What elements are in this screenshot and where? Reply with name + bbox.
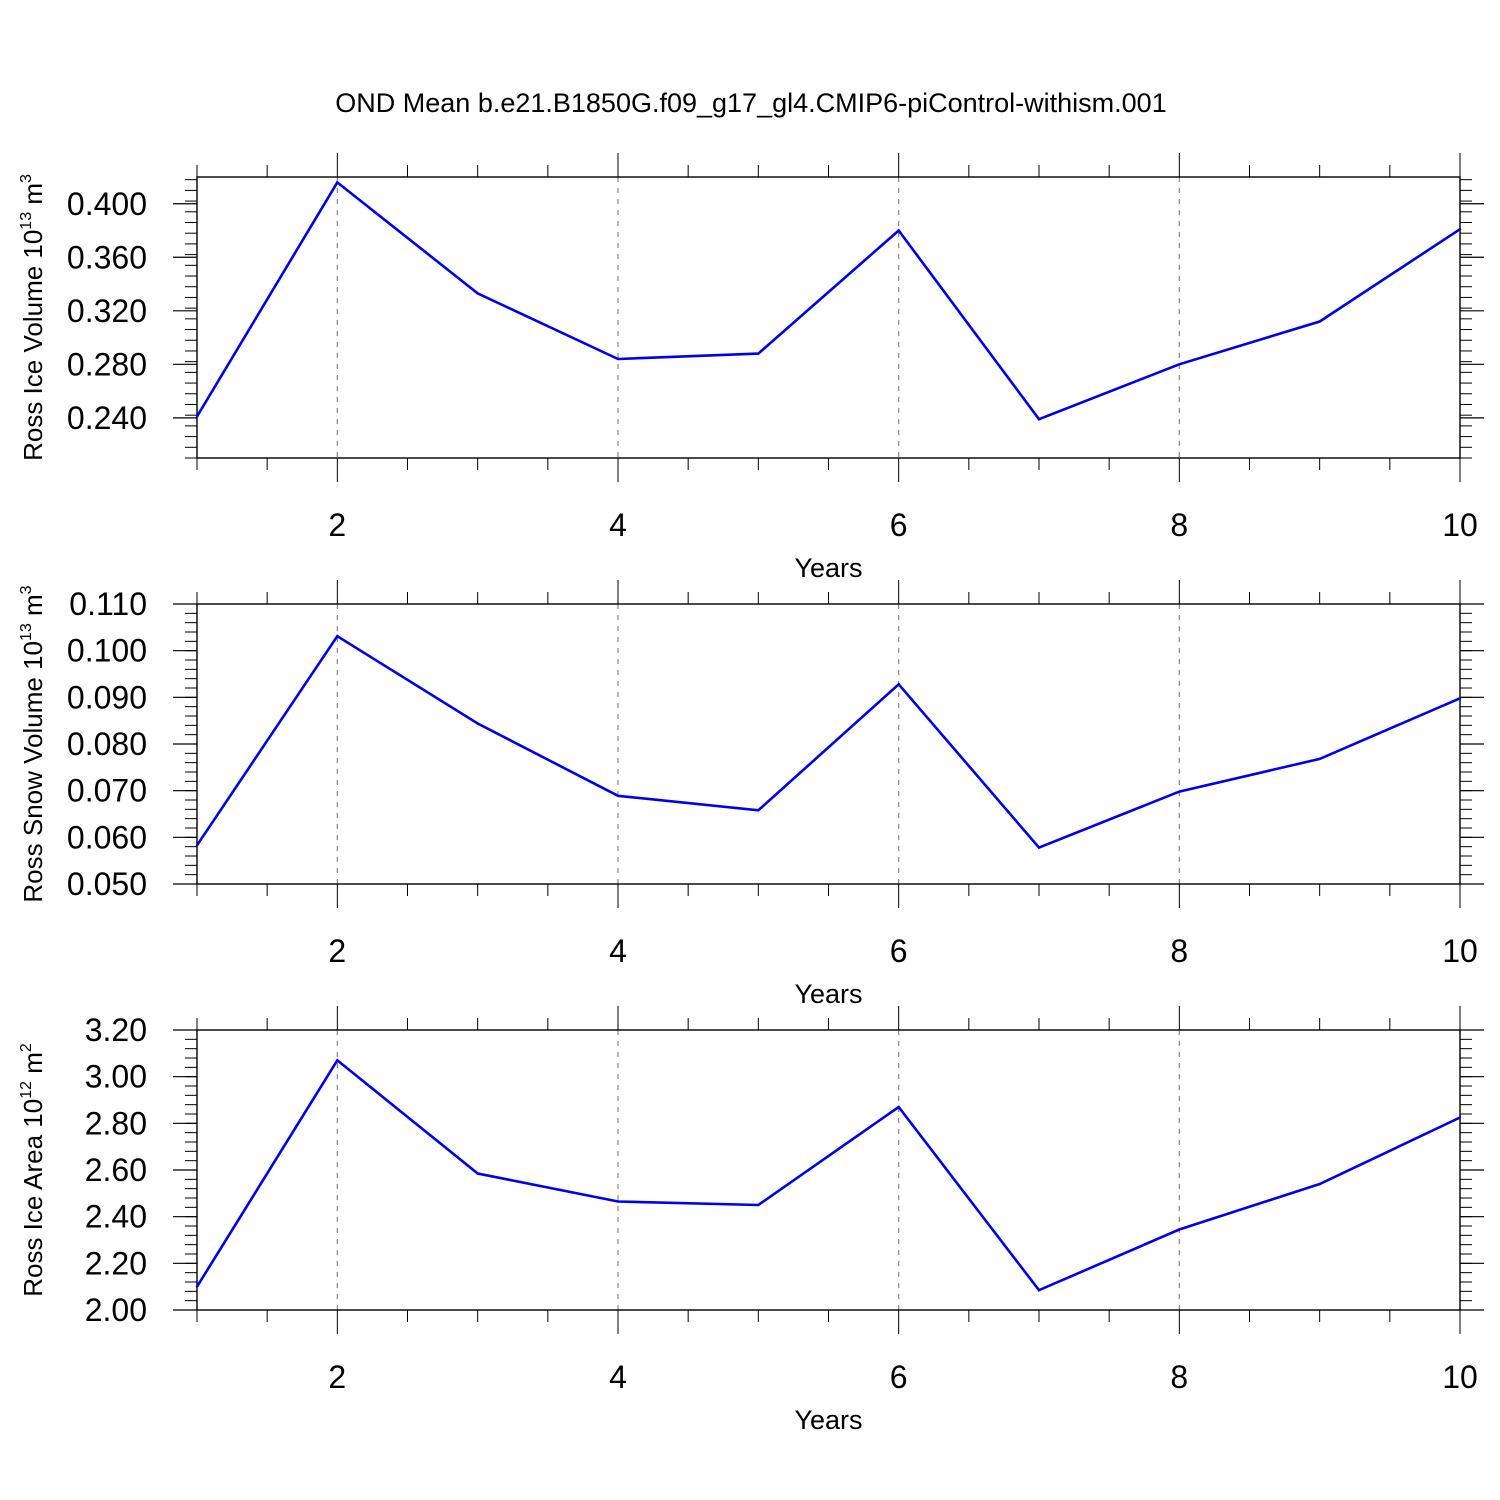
data-point bbox=[336, 181, 339, 184]
x-tick-label: 4 bbox=[609, 933, 627, 969]
y-tick-label: 0.360 bbox=[67, 239, 147, 275]
data-point bbox=[1178, 363, 1181, 366]
y-tick-label: 0.090 bbox=[67, 679, 147, 715]
y-tick-label: 2.60 bbox=[85, 1152, 147, 1188]
y-tick-label: 0.320 bbox=[67, 293, 147, 329]
y-tick-label: 3.00 bbox=[85, 1059, 147, 1095]
data-point bbox=[1458, 1116, 1462, 1119]
data-point bbox=[1458, 697, 1462, 700]
chart-panels: 0.240 0.280 0.320 0.360 0.400 2 4 6 8 10 Years Ross… bbox=[18, 153, 1484, 1435]
data-point bbox=[195, 415, 199, 418]
plot-frame bbox=[196, 176, 1461, 459]
x-tick-label: 6 bbox=[890, 1359, 908, 1395]
x-tick-label: 6 bbox=[890, 933, 908, 969]
y-tick-label: 0.400 bbox=[67, 186, 147, 222]
figure-title: OND Mean b.e21.B1850G.f09_g17_gl4.CMIP6-… bbox=[335, 88, 1166, 118]
chart-panel-3: 2.00 2.20 2.40 2.60 2.80 3.00 3.20 2 4 6 8 10 Years R… bbox=[18, 1006, 1484, 1435]
x-axis-label: Years bbox=[794, 979, 862, 1009]
x-tick-label: 8 bbox=[1170, 1359, 1188, 1395]
x-tick-label: 2 bbox=[328, 507, 346, 543]
y-axis-label: Ross Snow Volume 1013 m3 bbox=[18, 585, 48, 902]
y-tick-label: 2.80 bbox=[85, 1105, 147, 1141]
y-tick-label: 0.240 bbox=[67, 400, 147, 436]
y-tick-label: 0.070 bbox=[67, 773, 147, 809]
data-point bbox=[336, 635, 339, 638]
x-tick-label: 8 bbox=[1170, 507, 1188, 543]
data-point bbox=[476, 722, 479, 725]
data-point bbox=[1458, 227, 1462, 231]
x-tick-label: 10 bbox=[1442, 1359, 1478, 1395]
series-line bbox=[195, 634, 1461, 850]
x-tick-label: 6 bbox=[890, 507, 908, 543]
data-point bbox=[616, 794, 620, 797]
series-line bbox=[195, 1058, 1461, 1292]
y-axis-label: Ross Ice Area 1012 m2 bbox=[18, 1043, 48, 1297]
data-point bbox=[195, 1285, 199, 1288]
y-tick-label: 0.080 bbox=[67, 726, 147, 762]
data-point bbox=[616, 357, 620, 361]
series-line bbox=[195, 180, 1461, 421]
data-point bbox=[1318, 320, 1321, 323]
data-point bbox=[195, 844, 199, 847]
chart-panel-1: 0.240 0.280 0.320 0.360 0.400 2 4 6 8 10 Years Ross… bbox=[18, 153, 1484, 583]
data-point bbox=[757, 809, 760, 812]
data-point bbox=[897, 1105, 900, 1109]
y-tick-label: 2.00 bbox=[85, 1292, 147, 1328]
data-point bbox=[1178, 790, 1181, 793]
y-axis-label: Ross Ice Volume 1013 m3 bbox=[18, 174, 48, 461]
data-point bbox=[1318, 1182, 1321, 1186]
x-tick-label: 10 bbox=[1442, 933, 1478, 969]
y-tick-label: 0.060 bbox=[67, 819, 147, 855]
data-point bbox=[1178, 1228, 1181, 1231]
data-point bbox=[897, 683, 900, 686]
chart-panel-2: 0.050 0.060 0.070 0.080 0.090 0.100 0.110 2 4 6 8 1… bbox=[18, 580, 1484, 1009]
x-tick-label: 4 bbox=[609, 1359, 627, 1395]
x-axis-label: Years bbox=[794, 1405, 862, 1435]
data-point bbox=[476, 1172, 479, 1175]
plot-frame bbox=[196, 603, 1461, 885]
plot-frame bbox=[196, 1029, 1461, 1311]
y-tick-label: 0.050 bbox=[67, 866, 147, 902]
y-tick-label: 0.100 bbox=[67, 633, 147, 669]
data-point bbox=[1037, 1288, 1041, 1292]
data-point bbox=[1037, 417, 1041, 421]
x-tick-label: 2 bbox=[328, 1359, 346, 1395]
x-tick-label: 4 bbox=[609, 507, 627, 543]
data-point bbox=[476, 292, 479, 295]
data-point bbox=[897, 229, 900, 232]
data-point bbox=[1037, 846, 1041, 849]
y-tick-label: 2.40 bbox=[85, 1199, 147, 1235]
data-point bbox=[616, 1200, 620, 1203]
x-axis-label: Years bbox=[794, 553, 862, 583]
y-tick-label: 0.280 bbox=[67, 346, 147, 382]
y-tick-label: 2.20 bbox=[85, 1245, 147, 1281]
y-tick-label: 0.110 bbox=[69, 586, 147, 622]
x-tick-label: 2 bbox=[328, 933, 346, 969]
data-point bbox=[757, 1203, 760, 1207]
data-point bbox=[757, 352, 760, 355]
x-tick-label: 10 bbox=[1442, 507, 1478, 543]
y-tick-label: 3.20 bbox=[85, 1012, 147, 1048]
x-tick-label: 8 bbox=[1170, 933, 1188, 969]
data-point bbox=[1318, 757, 1321, 761]
data-point bbox=[336, 1059, 339, 1062]
